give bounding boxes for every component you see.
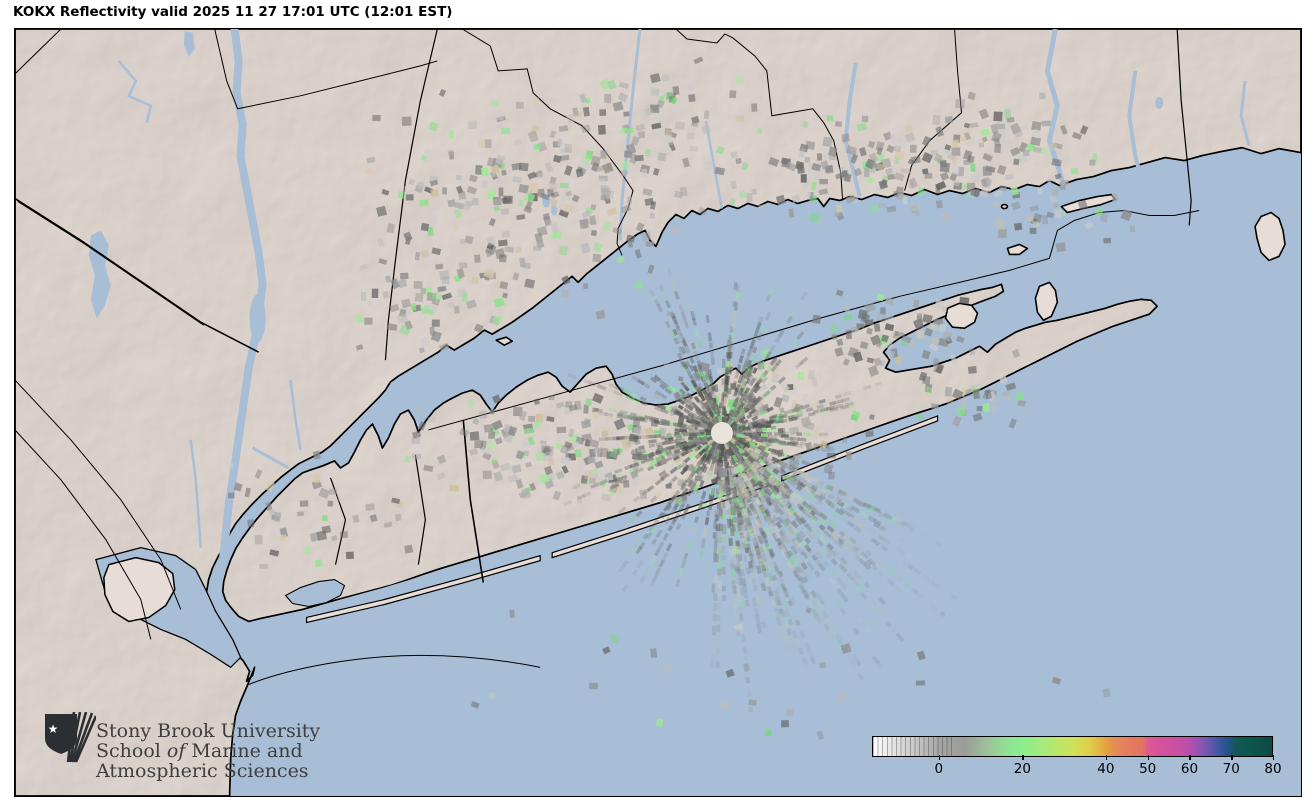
gardiners-island [1034, 281, 1059, 322]
radar-map-frame [14, 28, 1302, 797]
colorbar-tick-label: 40 [1097, 761, 1115, 777]
stony-brook-logo: ★ Stony Brook University School of Marin… [44, 710, 324, 790]
harbor-channel-line [246, 654, 541, 686]
harlem-river [251, 446, 290, 470]
colorbar-tick-label: 70 [1222, 761, 1240, 777]
jamaica-bay [284, 578, 346, 608]
sbu-star-icon: ★ [48, 722, 59, 736]
colorbar-tick-mark [1022, 755, 1024, 760]
radar-site-disc [710, 421, 733, 444]
radar-title: KOKX Reflectivity valid 2025 11 27 17:01… [13, 4, 453, 20]
colorbar-tick-label: 20 [1013, 761, 1031, 777]
quinnipiac-river [618, 29, 642, 241]
colorbar-discrete-stripes [873, 737, 952, 756]
colorbar-tick-mark [1273, 755, 1275, 760]
nassau-suffolk-border [462, 419, 485, 583]
colorbar-tick-mark [938, 755, 941, 760]
colorbar-tick-label: 50 [1139, 761, 1157, 777]
colorbar-tick-label: 60 [1180, 761, 1199, 777]
colorbar-gradient-bar [872, 736, 1273, 757]
connecticut-river [1044, 29, 1066, 188]
colorbar-tick-mark [1105, 755, 1108, 760]
thames-river [1127, 70, 1144, 180]
sbu-line3: Atmospheric Sciences [96, 760, 309, 782]
plum-island [1006, 243, 1029, 256]
ct-ri-border [1176, 29, 1192, 226]
sbu-line1: Stony Brook University [96, 720, 321, 742]
colorbar-ticks: 0 20 40 50 60 70 80 [872, 736, 1282, 784]
south-shore-bays [302, 410, 938, 618]
colorbar-tick-mark [1189, 755, 1191, 760]
ny-nj-border [15, 197, 259, 353]
barrier-islands [305, 415, 939, 624]
colorbar-tick-mark [1147, 755, 1150, 760]
outer-islands [495, 193, 1286, 346]
rivers [88, 29, 1251, 564]
colorbar-tick-label: 80 [1264, 761, 1282, 777]
sbu-text: Stony Brook University School of Marine … [96, 721, 320, 781]
sbu-line2: School of Marine and [96, 740, 303, 762]
marine-boundary [428, 210, 1200, 431]
colorbar-tick-mark [1231, 755, 1233, 760]
mainland-land [15, 29, 1301, 796]
sbu-shield-icon: ★ [45, 712, 96, 763]
radar-echo-speckles [225, 56, 1136, 741]
colorbar-tick-label: 0 [934, 761, 944, 777]
shelter-island [944, 302, 979, 330]
boundary-lines [15, 29, 1200, 686]
candlewood-lake [88, 230, 111, 319]
block-island [1254, 211, 1286, 262]
reflectivity-colorbar: 0 20 40 50 60 70 80 [872, 736, 1282, 784]
sbu-rays-icon [66, 712, 96, 763]
staten-island [103, 556, 176, 623]
radar-map [15, 29, 1301, 796]
